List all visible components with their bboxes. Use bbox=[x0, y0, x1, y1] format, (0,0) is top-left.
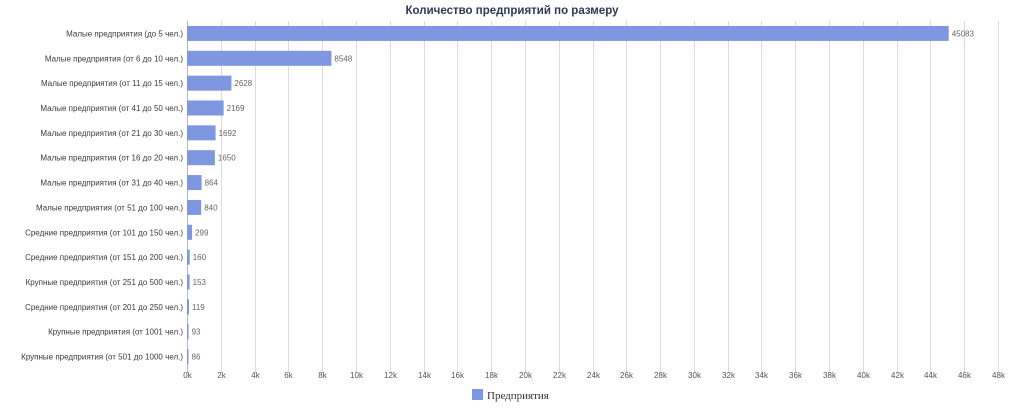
category-label: Крупные предприятия (от 251 до 500 чел.) bbox=[26, 278, 184, 287]
value-label: 86 bbox=[192, 353, 201, 362]
value-label: 299 bbox=[195, 228, 209, 237]
x-tick-label: 30k bbox=[688, 371, 702, 380]
category-label: Средние предприятия (от 101 до 150 чел.) bbox=[25, 228, 183, 237]
x-tick-label: 12k bbox=[384, 371, 398, 380]
x-tick-label: 34k bbox=[755, 371, 769, 380]
value-label: 1692 bbox=[219, 129, 237, 138]
x-axis-ticks: 0k 2k 4k 6k 8k 10k 12k 14k 16k 18k 20k 22k 24k 26k 28k… bbox=[183, 371, 1006, 380]
x-tick-label: 16k bbox=[451, 371, 465, 380]
bar[interactable] bbox=[187, 75, 232, 91]
x-tick-label: 2k bbox=[217, 371, 226, 380]
value-label: 8548 bbox=[334, 54, 352, 63]
bar[interactable] bbox=[187, 50, 332, 66]
value-label: 1650 bbox=[218, 154, 236, 163]
value-label: 864 bbox=[205, 179, 219, 188]
bar[interactable] bbox=[187, 249, 190, 265]
x-tick-label: 44k bbox=[924, 371, 938, 380]
bar[interactable] bbox=[187, 324, 189, 340]
category-label: Малые предприятия (от 21 до 30 чел.) bbox=[40, 129, 183, 138]
bar[interactable] bbox=[187, 274, 190, 290]
x-tick-label: 4k bbox=[251, 371, 260, 380]
x-tick-label: 26k bbox=[620, 371, 634, 380]
chart-title: Количество предприятий по размеру bbox=[406, 5, 620, 17]
value-label: 119 bbox=[192, 303, 205, 312]
category-label: Малые предприятия (от 16 до 20 чел.) bbox=[40, 154, 183, 163]
legend-label[interactable]: Предприятия bbox=[487, 390, 549, 402]
category-label: Малые предприятия (от 31 до 40 чел.) bbox=[40, 179, 183, 188]
legend-swatch[interactable] bbox=[472, 389, 483, 400]
x-tick-label: 32k bbox=[722, 371, 736, 380]
bar[interactable] bbox=[187, 125, 216, 141]
x-tick-label: 42k bbox=[891, 371, 905, 380]
x-tick-label: 0k bbox=[183, 371, 192, 380]
legend[interactable]: Предприятия bbox=[472, 389, 549, 402]
x-tick-label: 46k bbox=[958, 371, 972, 380]
x-tick-label: 22k bbox=[553, 371, 567, 380]
bars bbox=[187, 25, 949, 365]
category-label: Крупные предприятия (от 1001 чел.) bbox=[48, 328, 183, 337]
x-tick-label: 8k bbox=[318, 371, 327, 380]
x-tick-label: 28k bbox=[654, 371, 668, 380]
category-labels: Малые предприятия (до 5 чел.) Малые предп… bbox=[21, 29, 183, 361]
x-tick-label: 6k bbox=[284, 371, 293, 380]
bar[interactable] bbox=[187, 100, 224, 116]
bar[interactable] bbox=[187, 150, 215, 166]
value-label: 2628 bbox=[234, 79, 252, 88]
value-label: 153 bbox=[193, 278, 207, 287]
x-tick-label: 20k bbox=[519, 371, 533, 380]
category-label: Малые предприятия (от 51 до 100 чел.) bbox=[36, 203, 183, 212]
value-label: 840 bbox=[204, 203, 218, 212]
x-tick-label: 18k bbox=[485, 371, 499, 380]
bar[interactable] bbox=[187, 25, 949, 41]
x-tick-label: 36k bbox=[789, 371, 803, 380]
x-tick-label: 38k bbox=[823, 371, 837, 380]
x-tick-label: 24k bbox=[587, 371, 601, 380]
value-label: 93 bbox=[192, 328, 201, 337]
value-label: 2169 bbox=[227, 104, 245, 113]
category-label: Малые предприятия (от 6 до 10 чел.) bbox=[45, 54, 183, 63]
category-label: Малые предприятия (от 41 до 50 чел.) bbox=[40, 104, 183, 113]
category-label: Крупные предприятия (от 501 до 1000 чел.… bbox=[21, 353, 183, 362]
bar[interactable] bbox=[187, 224, 193, 240]
grid-lines bbox=[187, 21, 999, 373]
category-label: Малые предприятия (от 11 до 15 чел.) bbox=[41, 79, 183, 88]
x-tick-label: 14k bbox=[418, 371, 432, 380]
x-tick-label: 48k bbox=[992, 371, 1006, 380]
value-label: 45083 bbox=[952, 29, 975, 38]
value-label: 160 bbox=[193, 253, 207, 262]
bar[interactable] bbox=[187, 199, 202, 215]
x-tick-label: 10k bbox=[350, 371, 364, 380]
category-label: Средние предприятия (от 151 до 200 чел.) bbox=[25, 253, 183, 262]
category-label: Малые предприятия (до 5 чел.) bbox=[66, 29, 183, 38]
category-label: Средние предприятия (от 201 до 250 чел.) bbox=[25, 303, 183, 312]
x-tick-label: 40k bbox=[857, 371, 871, 380]
value-labels: 45083 8548 2628 2169 1692 1650 864 840 299 160 153… bbox=[192, 29, 975, 361]
bar[interactable] bbox=[187, 349, 189, 365]
bar[interactable] bbox=[187, 299, 190, 315]
bar[interactable] bbox=[187, 175, 202, 191]
